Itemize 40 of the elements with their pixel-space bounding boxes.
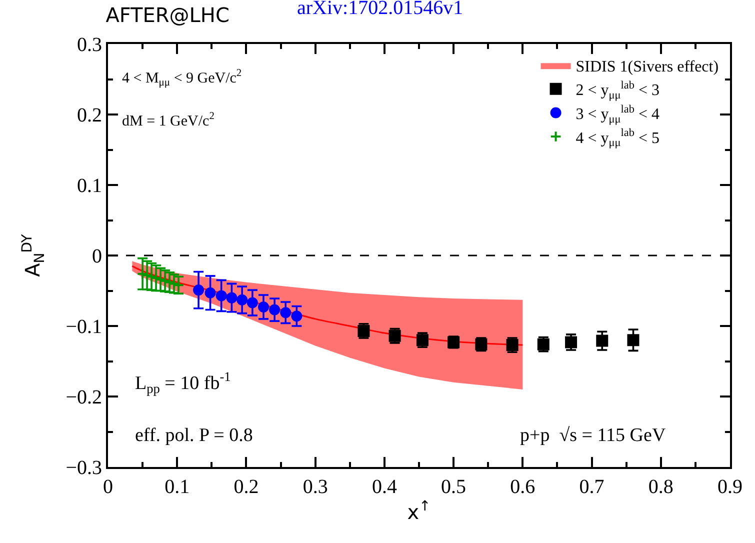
annotation: 4 < M$_{μμ}$ < 9 GeV/c$^{2}$ xyxy=(122,68,242,88)
x-tick-label: 0.6 xyxy=(510,476,536,498)
point xyxy=(280,307,292,318)
chart-title: AFTER@LHC xyxy=(106,3,230,28)
x-tick-label: 0.1 xyxy=(164,476,190,498)
x-tick-label: 0.2 xyxy=(234,476,259,498)
text: arXiv:1702.01546v1 xyxy=(297,0,464,19)
legend-label: 2 < y$_{μμ}$$^{lab}$ < 3 xyxy=(576,79,660,102)
x-tick-label: 0.5 xyxy=(441,476,466,498)
annotation: p+p √s = 115 GeV xyxy=(520,425,666,446)
annotation: L$_{pp}$ = 10 fb$^{-1}$ xyxy=(135,369,231,396)
x-tick-label: 0.7 xyxy=(579,476,604,498)
y-tick-label: 0 xyxy=(92,246,102,268)
legend-label: 4 < y$_{μμ}$$^{lab}$ < 5 xyxy=(576,127,660,150)
y-tick-label: −0.3 xyxy=(66,457,102,479)
point xyxy=(216,290,227,302)
point xyxy=(258,301,269,312)
point xyxy=(291,310,302,322)
point xyxy=(226,292,238,304)
x-tick-label: 0.9 xyxy=(718,476,742,498)
point xyxy=(269,304,280,316)
point xyxy=(596,334,608,347)
point xyxy=(236,294,248,306)
x-tick-label: 0.4 xyxy=(372,476,397,498)
point xyxy=(204,287,216,298)
y-tick-label: −0.2 xyxy=(66,386,102,408)
x-tick-label: 0.3 xyxy=(302,476,328,498)
legend-label: SIDIS 1(Sivers effect) xyxy=(576,58,719,76)
x-tick-label: 0.8 xyxy=(648,476,674,498)
annotation: dM = 1 GeV/c$^{2}$ xyxy=(122,111,214,130)
annotation: eff. pol. P = 0.8 xyxy=(135,425,253,446)
point xyxy=(627,334,640,346)
y-tick-label: −0.1 xyxy=(66,316,102,338)
legend-label: 3 < y$_{μμ}$$^{lab}$ < 4 xyxy=(576,103,660,126)
y-tick-label: 0.2 xyxy=(77,104,102,126)
y-tick-label: 0.3 xyxy=(77,34,102,56)
point xyxy=(246,297,258,308)
x-axis-title: x$^{↑}$ xyxy=(407,498,431,524)
y-tick-label: 0.1 xyxy=(77,175,102,197)
point xyxy=(193,284,204,296)
